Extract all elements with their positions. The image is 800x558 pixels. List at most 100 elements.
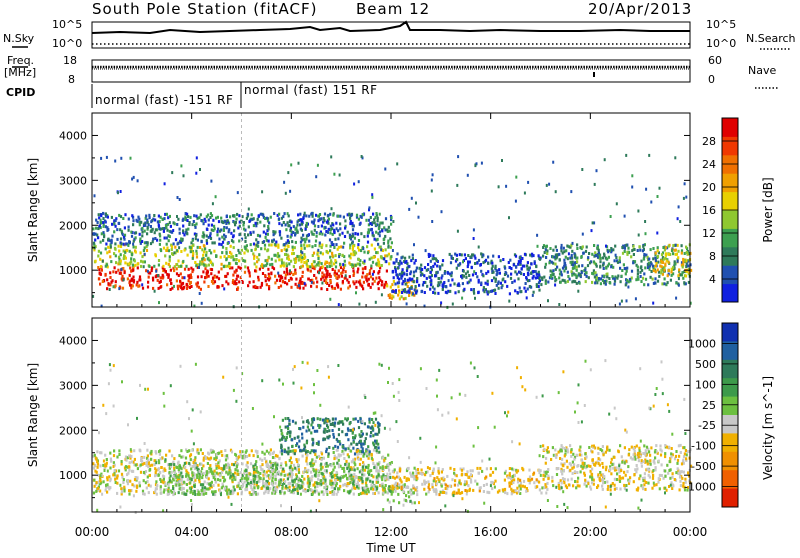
power-cell	[334, 259, 336, 262]
power-cell	[571, 270, 573, 273]
velocity-cell	[400, 479, 402, 482]
power-scatter-cell	[677, 217, 679, 220]
power-cell	[458, 282, 460, 285]
power-cell	[677, 256, 679, 259]
power-cell	[179, 228, 181, 231]
velocity-cell	[289, 435, 291, 438]
velocity-cell	[408, 478, 410, 481]
velocity-cell	[121, 490, 123, 493]
velocity-cell	[333, 451, 335, 454]
velocity-cell	[178, 467, 180, 470]
power-cell	[203, 245, 205, 248]
power-cell	[266, 217, 268, 220]
power-cell	[668, 245, 670, 248]
power-cell	[494, 289, 496, 292]
velocity-cell	[258, 480, 260, 483]
velocity-cell	[176, 475, 178, 478]
velocity-cell	[244, 488, 246, 491]
velocity-cell	[374, 433, 376, 436]
power-cell	[315, 240, 317, 243]
power-cell	[529, 254, 531, 257]
velocity-cell	[470, 481, 472, 484]
velocity-cell	[261, 463, 263, 466]
velocity-cell	[543, 486, 545, 489]
power-cell	[643, 258, 645, 261]
velocity-cell	[365, 484, 367, 487]
velocity-cell	[269, 460, 271, 463]
velocity-cell	[405, 486, 407, 489]
power-cell	[323, 274, 325, 277]
velocity-cell	[264, 453, 266, 456]
power-scatter-cell	[122, 233, 124, 236]
velocity-cell	[412, 475, 414, 478]
power-cell	[567, 271, 569, 274]
power-cell	[339, 263, 341, 266]
power-cell	[357, 271, 359, 274]
power-scatter-cell	[418, 216, 420, 219]
power-cell	[200, 219, 202, 222]
power-cell	[182, 225, 184, 228]
velocity-cell	[155, 452, 157, 455]
power-scatter-cell	[177, 196, 179, 199]
velocity-cell	[113, 449, 115, 452]
power-cell	[451, 271, 453, 274]
power-cell	[415, 291, 417, 294]
power-cell	[279, 230, 281, 233]
power-cell	[576, 260, 578, 263]
power-cell	[367, 251, 369, 254]
velocity-cell	[139, 484, 141, 487]
power-cell	[158, 287, 160, 290]
power-cell	[468, 274, 470, 277]
power-cell	[380, 255, 382, 258]
velocity-cell	[290, 469, 292, 472]
velocity-cell	[353, 441, 355, 444]
velocity-cell	[486, 491, 488, 494]
velocity-cell	[298, 440, 300, 443]
power-cell	[685, 275, 687, 278]
velocity-cell	[176, 466, 178, 469]
power-cell	[567, 275, 569, 278]
velocity-cell	[536, 478, 538, 481]
power-cell	[256, 286, 258, 289]
velocity-cell	[185, 473, 187, 476]
power-cell	[179, 232, 181, 235]
velocity-cell	[330, 423, 332, 426]
velocity-cell	[178, 454, 180, 457]
power-cell	[494, 292, 496, 295]
power-cell	[187, 215, 189, 218]
power-cell	[120, 260, 122, 263]
power-cell	[372, 282, 374, 285]
power-cell	[545, 256, 547, 259]
power-cell	[150, 220, 152, 223]
power-cell	[270, 272, 272, 275]
freq-tick-right-bottom: 0	[708, 73, 715, 86]
power-cell	[359, 263, 361, 266]
power-cell	[325, 281, 327, 284]
velocity-cell	[306, 454, 308, 457]
velocity-cell	[326, 490, 328, 493]
power-cell	[627, 247, 629, 250]
power-cell	[281, 258, 283, 261]
velocity-cell	[458, 489, 460, 492]
velocity-cell	[120, 487, 122, 490]
power-cell	[124, 271, 126, 274]
velocity-cell	[404, 476, 406, 479]
power-cell	[174, 222, 176, 225]
velocity-cell	[314, 453, 316, 456]
power-cell	[404, 261, 406, 264]
power-cell	[326, 261, 328, 264]
power-cell	[199, 246, 201, 249]
power-cell	[663, 282, 665, 285]
velocity-cell	[343, 467, 345, 470]
power-scatter-cell	[441, 210, 443, 213]
velocity-cell	[263, 492, 265, 495]
power-cell	[545, 282, 547, 285]
power-cell	[186, 219, 188, 222]
power-cell	[206, 228, 208, 231]
power-cell	[368, 278, 370, 281]
power-cell	[281, 224, 283, 227]
velocity-cell	[228, 464, 230, 467]
power-cell	[650, 248, 652, 251]
power-scatter-cell	[452, 303, 454, 306]
power-cell	[361, 276, 363, 279]
